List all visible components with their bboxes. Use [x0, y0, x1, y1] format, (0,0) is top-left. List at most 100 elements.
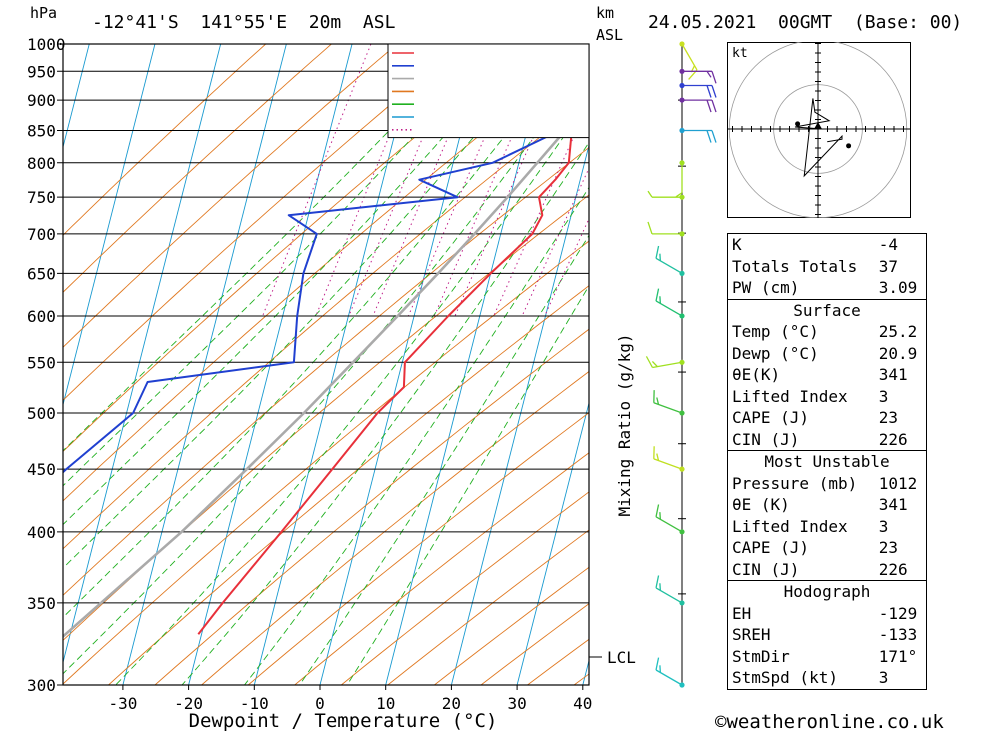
wind-barb — [655, 288, 685, 319]
dry-adiabat-line — [63, 44, 398, 348]
wind-barb — [653, 390, 685, 416]
wind-barb-flag — [706, 99, 712, 113]
dry-adiabat-line — [63, 194, 589, 641]
wind-barb-flag — [711, 130, 717, 143]
pressure-tick-label: 500 — [27, 404, 56, 423]
temperature-tick-label: 30 — [507, 694, 526, 713]
pressure-tick-label: 300 — [27, 676, 56, 695]
index-row: θE (K) 341 — [728, 494, 927, 516]
pressure-tick-label: 450 — [27, 460, 56, 479]
wind-barb-flag — [711, 71, 717, 84]
location-title: -12°41'S 141°55'E 20m ASL — [92, 12, 396, 33]
pressure-tick-label: 800 — [27, 154, 56, 173]
wet-adiabat-line — [63, 44, 576, 618]
pressure-tick-label: 700 — [27, 225, 56, 244]
index-row: PW (cm) 3.09 — [728, 277, 927, 299]
wind-barb — [655, 575, 685, 606]
mixing-ratio-line — [262, 44, 372, 317]
wind-barb-shaft — [653, 458, 683, 470]
wind-barb-flag — [655, 288, 660, 302]
wind-barb-flag — [706, 70, 712, 78]
wind-barb-flag — [651, 360, 658, 368]
wind-barb — [655, 504, 685, 535]
pressure-tick-label: 600 — [27, 307, 56, 326]
dry-adiabat-line — [247, 412, 589, 685]
pressure-tick-label: 650 — [27, 264, 56, 283]
index-row: Temp (°C) 25.2 — [728, 321, 927, 343]
isotherm-line — [319, 44, 484, 685]
hodograph-storm-motion-marker — [814, 122, 822, 129]
km-label: km — [596, 4, 615, 22]
isotherm-line — [516, 401, 589, 685]
x-axis-label: Dewpoint / Temperature (°C) — [189, 710, 498, 732]
index-label: Lifted Index — [732, 386, 848, 406]
temperature-tick-label: 40 — [573, 694, 592, 713]
wind-barbs — [645, 41, 717, 688]
index-row: CAPE (J) 23 — [728, 407, 927, 429]
legend-box — [387, 43, 590, 139]
dry-adiabat-line — [63, 47, 589, 502]
wind-barb — [655, 657, 685, 688]
temperature-tick-label: -20 — [174, 694, 203, 713]
dry-adiabat-line — [108, 285, 589, 685]
index-value: 23 — [878, 538, 898, 557]
dry-adiabat-line — [63, 97, 589, 550]
index-label: Totals Totals — [732, 256, 858, 276]
parcel-trajectory-profile — [63, 100, 589, 639]
index-row: CIN (J) 226 — [728, 559, 927, 581]
pressure-tick-label: 900 — [27, 91, 56, 110]
temperature-tick-label: 10 — [376, 694, 395, 713]
index-label: Dewp (°C) — [732, 343, 819, 363]
temperature-tick-label: -30 — [108, 694, 137, 713]
wind-barb — [645, 356, 685, 369]
wind-barb — [655, 245, 685, 276]
wind-barb — [679, 97, 717, 113]
isotherm-line — [253, 44, 419, 685]
index-label: K — [732, 235, 742, 254]
index-value: 226 — [878, 559, 908, 579]
index-value: 341 — [878, 495, 908, 514]
pressure-lines — [57, 43, 589, 686]
index-label: SREH — [732, 625, 771, 644]
date-title: 24.05.2021 00GMT (Base: 00) — [648, 12, 963, 33]
credit-text: ©weatheronline.co.uk — [715, 711, 944, 733]
index-label: PW (cm) — [732, 278, 800, 297]
index-value: 25.2 — [878, 322, 918, 341]
wet-adiabat-line — [63, 44, 497, 487]
index-row: K -4 — [728, 234, 927, 256]
isotherm-line — [582, 658, 589, 685]
wind-barb-flag — [655, 657, 660, 671]
temperature-tick-label: 20 — [442, 694, 461, 713]
dewpoint-profile — [63, 89, 589, 474]
index-value: 3.09 — [878, 278, 918, 297]
index-value: 20.9 — [878, 343, 918, 363]
index-value: 3 — [878, 386, 889, 406]
isotherm-line — [0, 44, 24, 685]
wet-adiabat-line — [181, 141, 589, 685]
index-value: 23 — [878, 408, 898, 427]
index-section-header: Most Unstable — [727, 450, 927, 473]
dry-adiabat-line — [201, 370, 589, 685]
index-label: CAPE (J) — [732, 538, 810, 557]
hodograph-storm-point — [795, 121, 801, 127]
wind-barb-flag — [675, 192, 683, 198]
wind-barb-flag — [711, 85, 717, 98]
wind-barb-flag — [711, 99, 717, 113]
index-row: SREH -133 — [728, 624, 927, 646]
hodograph-unit: kt — [732, 46, 748, 61]
index-value: -4 — [878, 235, 898, 254]
pressure-tick-label: 350 — [27, 594, 56, 613]
wet-adiabat-line — [299, 234, 589, 685]
index-row: StmDir 171° — [728, 646, 927, 668]
wind-barb — [679, 82, 717, 98]
wind-barb-dot — [679, 160, 685, 166]
wind-barb — [679, 68, 717, 84]
wind-barb — [679, 127, 717, 143]
indices-table: K -4 Totals Totals 37 PW (cm) 3.09 Surface Temp… — [727, 233, 927, 690]
index-label: Temp (°C) — [732, 322, 819, 341]
isotherm-line — [122, 44, 287, 685]
lcl-label: LCL — [607, 648, 636, 667]
asl-label: ASL — [596, 26, 624, 44]
plot-frame — [62, 43, 590, 686]
